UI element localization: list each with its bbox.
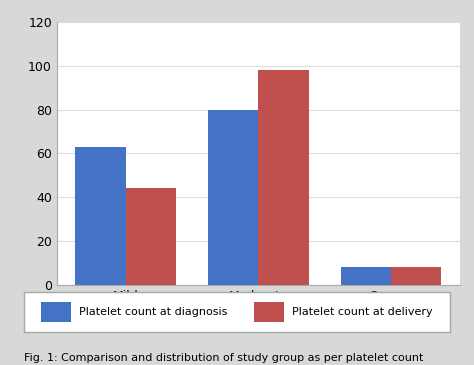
Bar [208,110,258,285]
Bar [341,267,391,285]
Bar [126,188,176,285]
Bar [254,302,284,322]
Bar [75,147,126,285]
Bar [391,267,441,285]
Text: Platelet count at delivery: Platelet count at delivery [292,307,433,317]
Text: Fig. 1: Comparison and distribution of study group as per platelet count: Fig. 1: Comparison and distribution of s… [24,353,423,363]
FancyBboxPatch shape [24,292,450,332]
Bar [41,302,71,322]
Text: Platelet count at diagnosis: Platelet count at diagnosis [79,307,228,317]
Bar [258,70,309,285]
